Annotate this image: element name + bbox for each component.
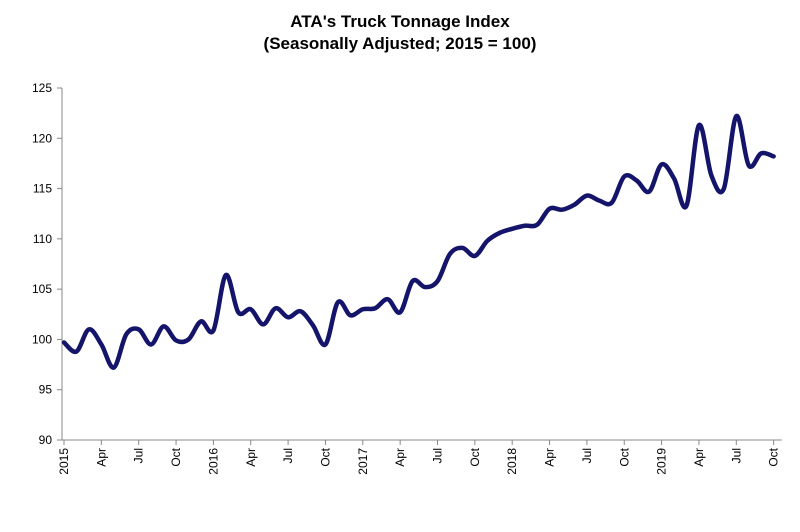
x-tick-label: Jul <box>729 448 743 463</box>
y-tick-label: 120 <box>32 131 52 145</box>
y-tick-label: 90 <box>39 433 53 447</box>
x-tick-label: Jul <box>132 448 146 463</box>
x-tick-label: Jul <box>431 448 445 463</box>
x-tick-label: Apr <box>94 448 108 467</box>
x-tick-label: 2017 <box>356 448 370 475</box>
y-tick-label: 110 <box>33 232 52 246</box>
x-tick-label: 2016 <box>206 448 220 475</box>
y-tick-label: 115 <box>33 182 52 196</box>
x-tick-label: Apr <box>393 448 407 467</box>
chart-title: ATA's Truck Tonnage Index <box>290 12 510 31</box>
x-tick-label: 2018 <box>505 448 519 475</box>
x-tick-label: Jul <box>580 448 594 463</box>
x-tick-label: Oct <box>767 447 781 466</box>
x-tick-label: Apr <box>692 448 706 467</box>
series-line <box>61 113 776 370</box>
y-tick-label: 125 <box>32 81 52 95</box>
x-tick-label: Oct <box>617 447 631 466</box>
y-tick-label: 95 <box>39 383 53 397</box>
chart-subtitle: (Seasonally Adjusted; 2015 = 100) <box>263 34 537 53</box>
x-tick-label: Jul <box>281 448 295 463</box>
y-tick-label: 100 <box>32 332 52 346</box>
x-tick-label: 2019 <box>655 448 669 475</box>
x-tick-label: Apr <box>543 448 557 467</box>
x-tick-label: Oct <box>169 447 183 466</box>
y-tick-label: 105 <box>32 282 52 296</box>
x-tick-label: Oct <box>318 447 332 466</box>
x-tick-label: Apr <box>244 448 258 467</box>
x-tick-label: 2015 <box>57 448 71 475</box>
x-tick-label: Oct <box>468 447 482 466</box>
